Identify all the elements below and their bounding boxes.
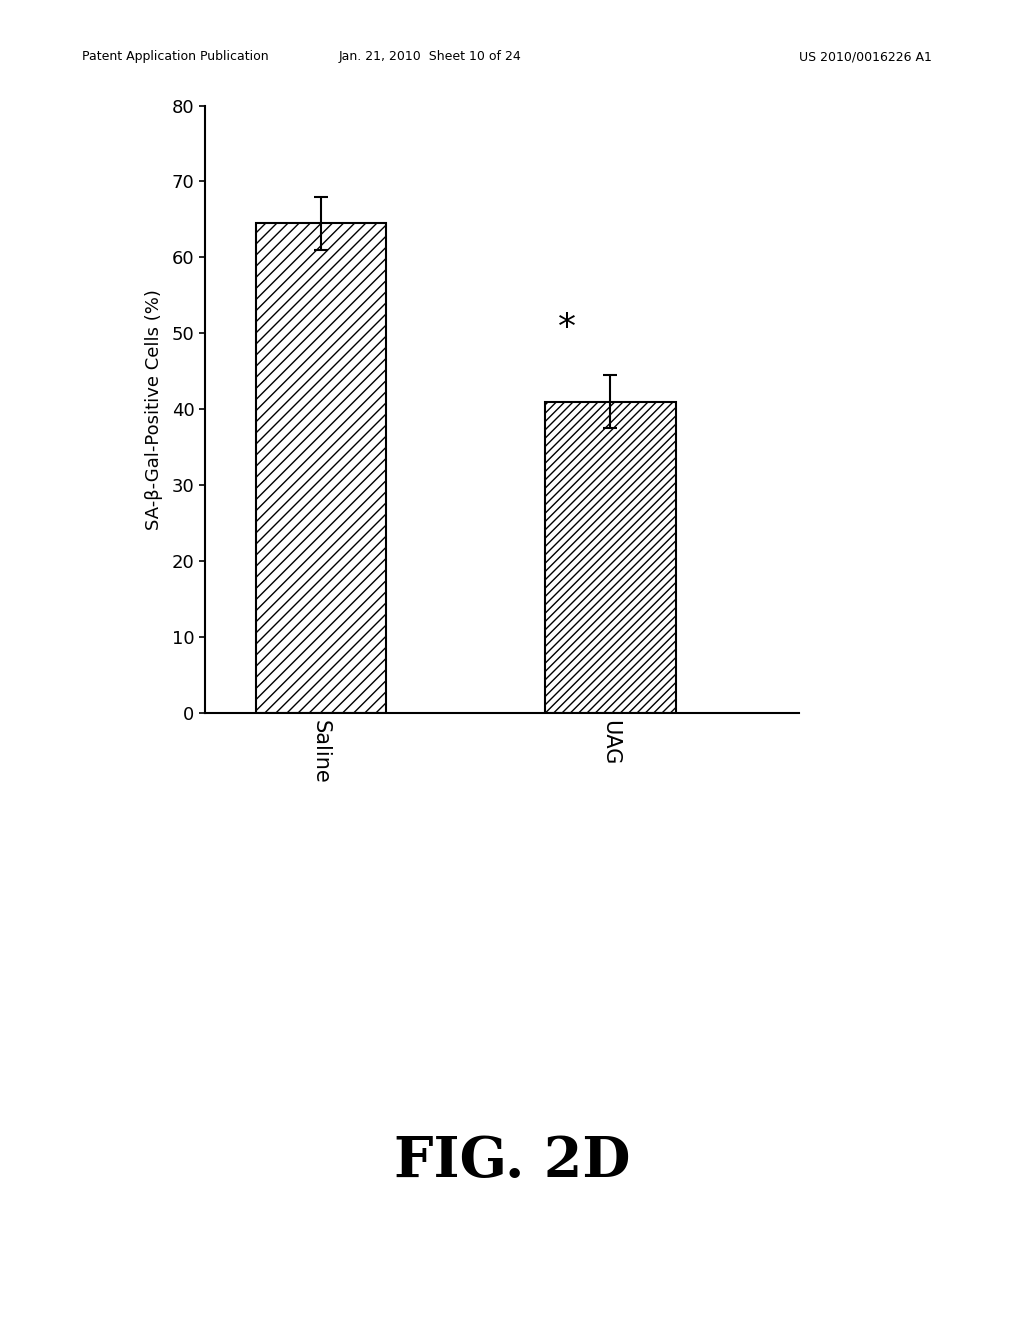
Text: Patent Application Publication: Patent Application Publication [82, 50, 268, 63]
Bar [545, 401, 676, 713]
Y-axis label: SA-β-Gal-Positive Cells (%): SA-β-Gal-Positive Cells (%) [145, 289, 163, 529]
Text: Jan. 21, 2010  Sheet 10 of 24: Jan. 21, 2010 Sheet 10 of 24 [339, 50, 521, 63]
Text: *: * [558, 310, 575, 345]
Text: US 2010/0016226 A1: US 2010/0016226 A1 [799, 50, 932, 63]
Bar [256, 223, 386, 713]
Text: FIG. 2D: FIG. 2D [394, 1134, 630, 1189]
